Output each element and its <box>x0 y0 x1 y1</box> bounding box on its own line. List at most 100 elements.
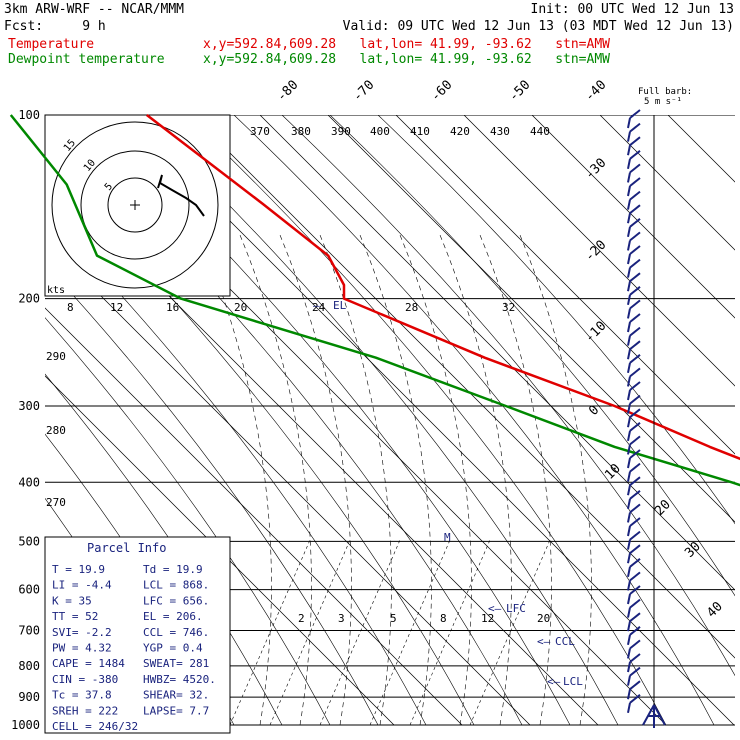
speed-label: 16 <box>166 301 179 314</box>
parcel-info-left: Tc = 37.8 <box>52 689 112 702</box>
temperature-tick-label: -10 <box>582 319 609 346</box>
parcel-info-box: Parcel Info T = 19.9 Td = 19.9 LI = -4.4 LC… <box>44 536 231 734</box>
wind-barb <box>627 680 641 700</box>
theta-side-label: 280 <box>46 424 66 437</box>
parcel-info-left: CIN = -380 <box>52 673 118 686</box>
wind-barb <box>627 313 641 333</box>
mixing-ratio-label: 12 <box>481 612 494 625</box>
mixing-ratio-label: 3 <box>338 612 345 625</box>
theta-label: 390 <box>331 125 351 138</box>
valid-time: Valid: 09 UTC Wed 12 Jun 13 (03 MDT Wed … <box>342 19 734 34</box>
moist-adiabat <box>199 234 272 726</box>
wind-barb <box>627 449 641 469</box>
ccl-arrow: <— <box>537 635 551 648</box>
wind-barb <box>627 299 641 319</box>
wind-barb <box>627 286 641 305</box>
parcel-info-left: T = 19.9 <box>52 563 105 576</box>
wind-barb <box>627 517 641 537</box>
isotherm <box>327 115 735 523</box>
parcel-info-right: SWEAT= 281 <box>143 657 209 670</box>
wind-barb <box>627 666 641 686</box>
theta-side-label: 270 <box>46 496 66 509</box>
wind-barb <box>627 490 641 509</box>
speed-label: 28 <box>405 301 418 314</box>
parcel-info-right: CCL = 746. <box>143 626 209 639</box>
wind-barb <box>627 422 641 441</box>
parcel-info-right: Td = 19.9 <box>143 563 203 576</box>
wind-barb <box>627 626 641 645</box>
dewpoint-location: x,y=592.84,609.28 lat,lon= 41.99, -93.62… <box>203 52 610 67</box>
mixing-ratio-label: 5 <box>390 612 397 625</box>
parcel-info-left: SVI= -2.2 <box>52 626 112 639</box>
m-marker: M <box>444 531 451 544</box>
temperature-profile <box>146 114 740 461</box>
wind-barb <box>627 571 641 591</box>
surface-wind-barb <box>642 704 666 728</box>
isotherm <box>667 115 735 183</box>
wind-barb <box>627 326 641 346</box>
parcel-info-right: HWBZ= 4520. <box>143 673 216 686</box>
dry-adiabat <box>45 212 427 726</box>
moist-adiabat <box>439 234 512 726</box>
parcel-info-left: K = 35 <box>52 594 92 607</box>
isotherm <box>45 375 395 726</box>
hodograph-units: kts <box>47 285 65 296</box>
temperature-tick-label: -80 <box>274 78 301 105</box>
wind-barb <box>627 408 641 428</box>
temperature-tick-label: 10 <box>602 461 624 483</box>
parcel-info-right: LAPSE= 7.7 <box>143 704 209 717</box>
hodograph-trace <box>157 174 205 217</box>
hodograph: 15 10 5 kts <box>44 114 231 297</box>
pressure-tick-label: 100 <box>18 108 40 122</box>
theta-label: 370 <box>250 125 270 138</box>
isotherm <box>45 307 463 726</box>
dry-adiabat <box>185 115 667 726</box>
wind-barb <box>627 150 641 169</box>
moist-adiabat <box>399 234 472 726</box>
lfc-arrow: <— <box>488 602 502 615</box>
wind-barb <box>627 544 641 564</box>
wind-barb <box>627 381 641 401</box>
dry-adiabat <box>45 373 283 726</box>
isotherm <box>259 115 735 591</box>
speed-label: 24 <box>312 301 326 314</box>
moist-adiabat <box>479 234 552 726</box>
pressure-tick-label: 900 <box>18 690 40 704</box>
parcel-info-title: Parcel Info <box>87 541 166 555</box>
parcel-info-right: SHEAR= 32. <box>143 689 209 702</box>
pressure-tick-label: 400 <box>18 475 40 489</box>
wind-barb <box>627 639 641 659</box>
wind-barb <box>627 462 641 482</box>
parcel-info-left: CELL = 246/32 <box>52 720 138 733</box>
init-time: Init: 00 UTC Wed 12 Jun 13 <box>530 2 735 17</box>
hodograph-ring-15 <box>51 121 219 289</box>
theta-label: 380 <box>291 125 311 138</box>
isotherm <box>45 239 531 726</box>
temperature-tick-label: -70 <box>350 78 377 105</box>
wind-barb <box>627 435 641 455</box>
forecast-hour: Fcst: 9 h <box>4 19 106 34</box>
dry-adiabat <box>329 115 735 597</box>
theta-label: 420 <box>450 125 470 138</box>
parcel-info-left: TT = 52 <box>52 610 98 623</box>
temperature-tick-label: -20 <box>582 238 609 265</box>
wind-barb <box>627 558 641 577</box>
temperature-tick-label: -40 <box>582 78 609 105</box>
storm-motion-marker <box>130 200 140 210</box>
wind-barb <box>627 585 641 605</box>
mixing-ratio-label: 2 <box>298 612 305 625</box>
isotherm <box>463 115 735 387</box>
wind-barb <box>627 136 641 156</box>
temperature-legend: Temperature <box>8 37 95 52</box>
speed-label: 8 <box>67 301 74 314</box>
parcel-info-right: LFC = 656. <box>143 594 209 607</box>
wind-barb <box>627 163 641 183</box>
lcl-arrow: <— <box>547 675 561 688</box>
parcel-info-left: LI = -4.4 <box>52 579 112 592</box>
lcl-marker: LCL <box>563 675 583 688</box>
temperature-tick-label: 30 <box>682 539 704 561</box>
moist-adiabat <box>519 234 592 726</box>
theta-label: 440 <box>530 125 550 138</box>
barb-legend-line1: Full barb: <box>638 87 692 97</box>
wind-barb <box>627 476 641 496</box>
